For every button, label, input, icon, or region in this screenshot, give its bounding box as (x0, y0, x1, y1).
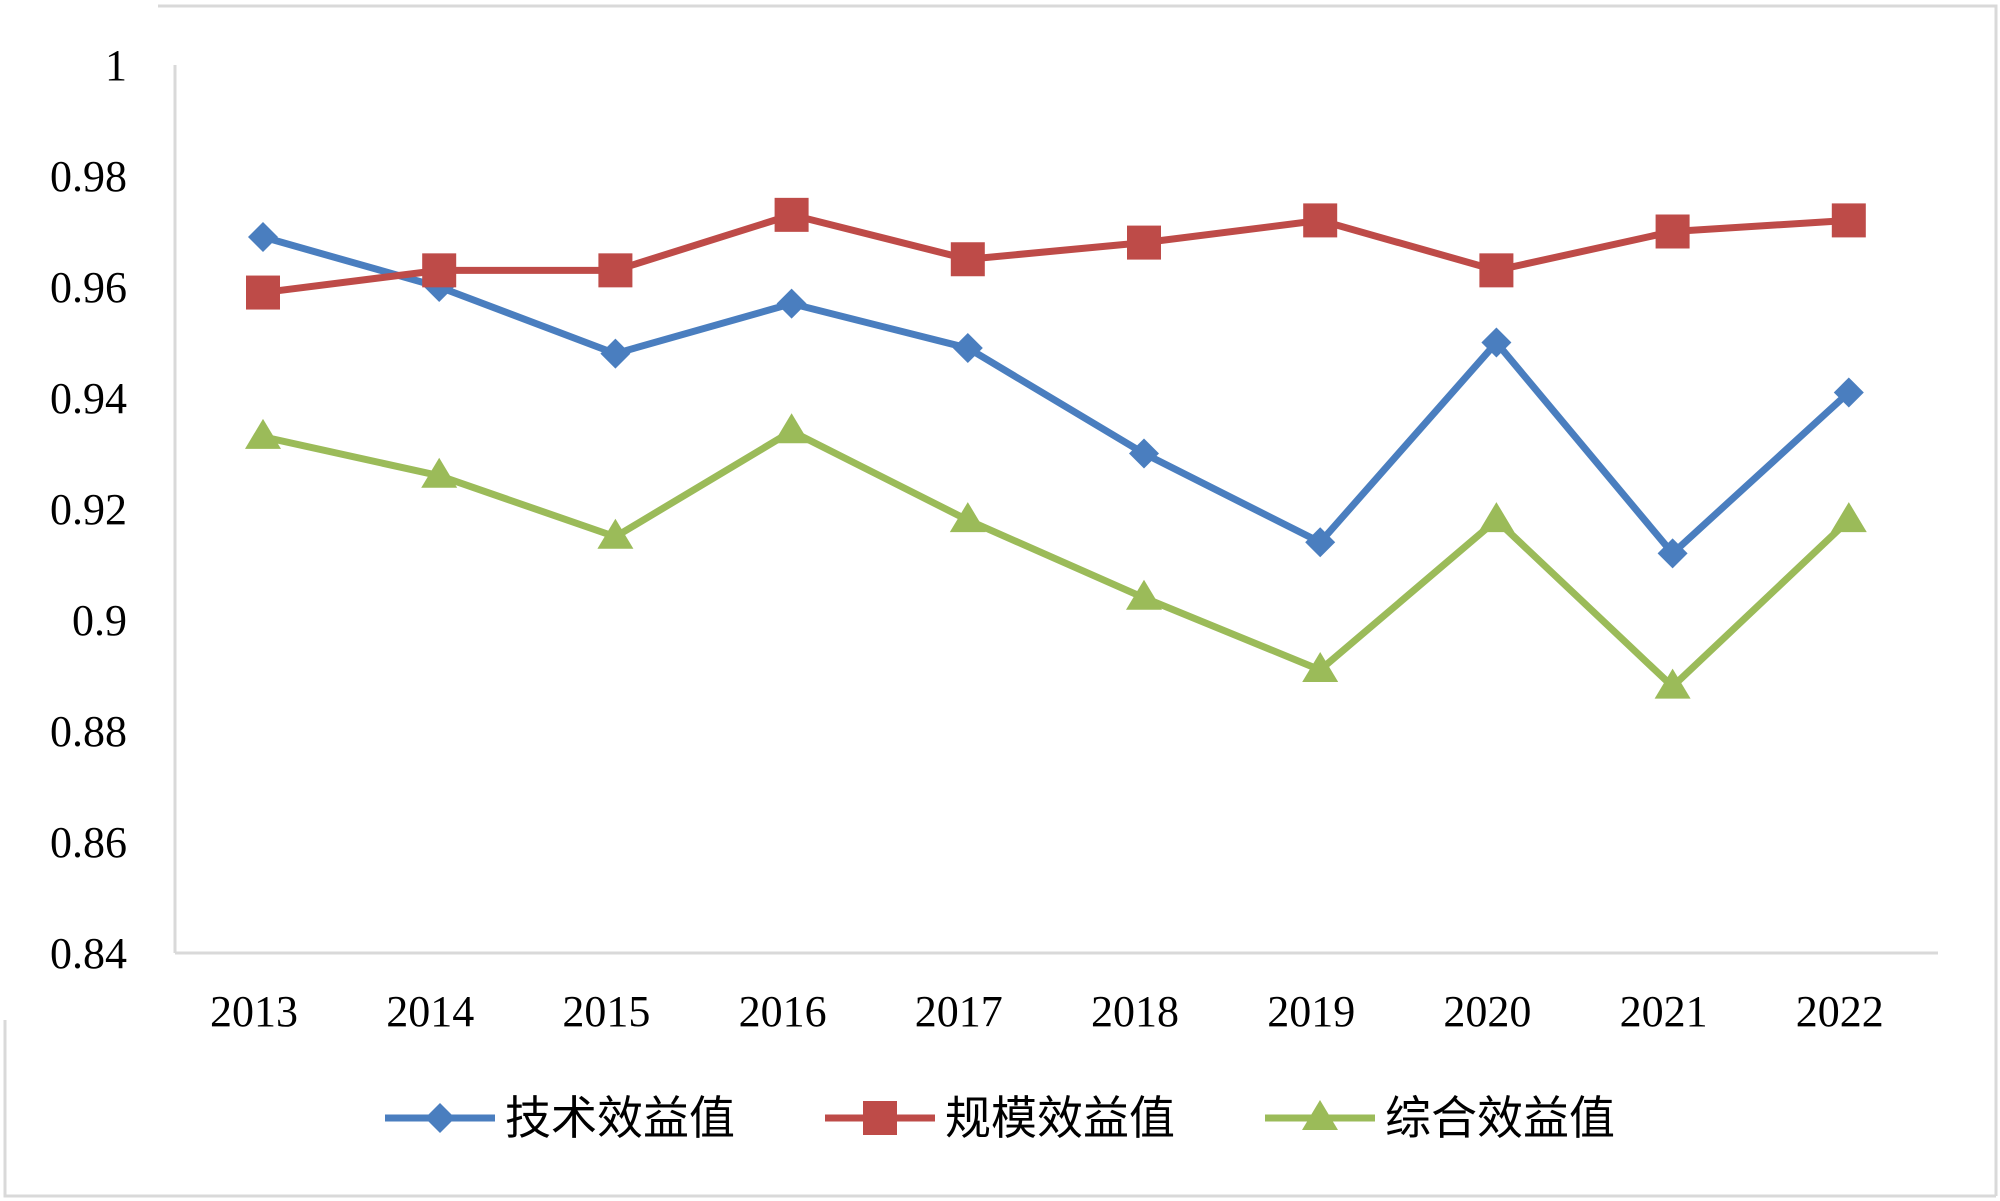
chart-frame-top-right (158, 4, 1998, 1196)
data-point-series-3 (1302, 651, 1339, 682)
data-point-series-2 (1655, 214, 1690, 249)
series-line-1 (259, 233, 1853, 557)
x-tick-label: 2022 (1796, 987, 1884, 1036)
x-tick-label: 2021 (1620, 987, 1708, 1036)
x-axis-ticks: 2013 2014 2015 2016 2017 2018 2019 2020 2021 2022 (210, 987, 1884, 1036)
data-point-series-2 (1479, 253, 1514, 288)
legend-label-3: 综合效益值 (1385, 1091, 1615, 1145)
data-point-series-3 (1126, 579, 1162, 610)
data-point-series-2 (422, 253, 457, 288)
data-point-series-2 (1127, 225, 1161, 260)
legend-label-1: 技术效益值 (505, 1091, 735, 1145)
data-point-series-2 (1303, 203, 1338, 238)
data-point-series-3 (949, 502, 986, 533)
data-point-series-1 (776, 288, 807, 319)
y-tick-label: 0.88 (50, 707, 127, 756)
x-tick-label: 2017 (915, 987, 1003, 1036)
legend-marker-3 (1302, 1100, 1338, 1130)
data-point-series-3 (597, 518, 634, 549)
data-point-series-1 (952, 333, 983, 364)
data-point-series-3 (773, 413, 810, 444)
y-tick-label: 0.84 (50, 929, 127, 978)
chart-frame-bottom-left (3, 1020, 1996, 1198)
series-lines (259, 211, 1853, 691)
y-tick-label: 0.9 (72, 596, 127, 645)
data-point-series-3 (1830, 502, 1867, 533)
data-point-series-1 (1833, 377, 1864, 408)
data-point-series-1 (600, 338, 631, 369)
data-point-series-1 (1481, 327, 1512, 358)
data-point-series-1 (1129, 438, 1159, 469)
data-point-series-3 (1654, 668, 1691, 699)
series-line-3 (259, 427, 1853, 691)
data-point-series-2 (1831, 203, 1866, 238)
legend-label-2: 规模效益值 (945, 1091, 1175, 1145)
data-point-series-2 (246, 275, 280, 310)
data-point-series-3 (1478, 502, 1515, 533)
x-tick-label: 2019 (1267, 987, 1355, 1036)
data-point-series-2 (598, 253, 633, 288)
y-tick-label: 1 (105, 41, 127, 90)
data-point-series-1 (1305, 527, 1336, 558)
x-tick-label: 2020 (1443, 987, 1531, 1036)
y-tick-label: 0.92 (50, 485, 127, 534)
data-point-series-3 (421, 457, 458, 488)
series-markers (245, 197, 1867, 699)
legend-marker-2 (863, 1101, 897, 1135)
x-tick-label: 2018 (1091, 987, 1179, 1036)
data-point-series-1 (248, 222, 278, 253)
data-point-series-1 (1657, 538, 1688, 569)
legend-marker-1 (425, 1103, 455, 1133)
y-tick-label: 0.86 (50, 818, 127, 867)
x-tick-label: 2015 (562, 987, 650, 1036)
x-tick-label: 2014 (386, 987, 474, 1036)
y-tick-label: 0.98 (50, 152, 127, 201)
x-tick-label: 2016 (739, 987, 827, 1036)
legend: 技术效益值 规模效益值 综合效益值 (385, 1091, 1615, 1145)
x-tick-label: 2013 (210, 987, 298, 1036)
series-line-2 (259, 211, 1853, 297)
data-point-series-2 (950, 242, 985, 277)
data-point-series-3 (245, 418, 281, 449)
y-tick-label: 0.96 (50, 263, 127, 312)
data-point-series-2 (774, 197, 809, 232)
y-axis-ticks: 0.84 0.86 0.88 0.9 0.92 0.94 0.96 0.98 1 (50, 41, 127, 978)
y-tick-label: 0.94 (50, 374, 127, 423)
